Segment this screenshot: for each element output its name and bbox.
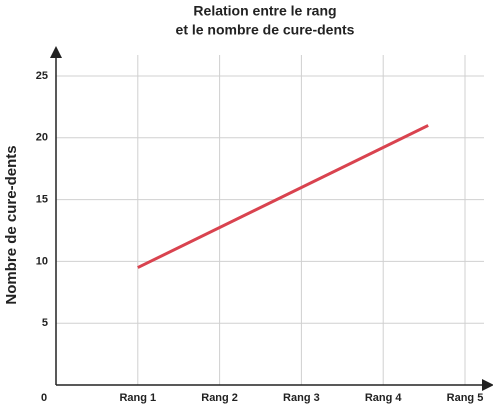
y-tick-label: 25 (36, 70, 48, 82)
x-tick-label: Rang 3 (283, 392, 320, 404)
x-axis-arrow (482, 379, 493, 391)
grid (56, 55, 484, 385)
plot (137, 124, 429, 269)
y-tick-label: 10 (36, 255, 48, 267)
y-axis-label: Nombre de cure-dents (3, 145, 20, 304)
data-line (137, 124, 429, 269)
x-tick-label: Rang 4 (365, 392, 403, 404)
y-tick-label: 20 (36, 132, 48, 144)
x-tick-label: Rang 5 (447, 392, 484, 404)
x-tick-label: Rang 1 (119, 392, 156, 404)
x-tick-label: Rang 2 (201, 392, 238, 404)
y-tick-label: 15 (36, 194, 48, 206)
chart-title: Relation entre le rang (193, 3, 336, 19)
x-tick-label: 0 (41, 392, 47, 404)
y-axis-arrow (50, 46, 62, 58)
y-tick-label: 5 (42, 317, 48, 329)
chart-title: et le nombre de cure-dents (176, 22, 355, 38)
